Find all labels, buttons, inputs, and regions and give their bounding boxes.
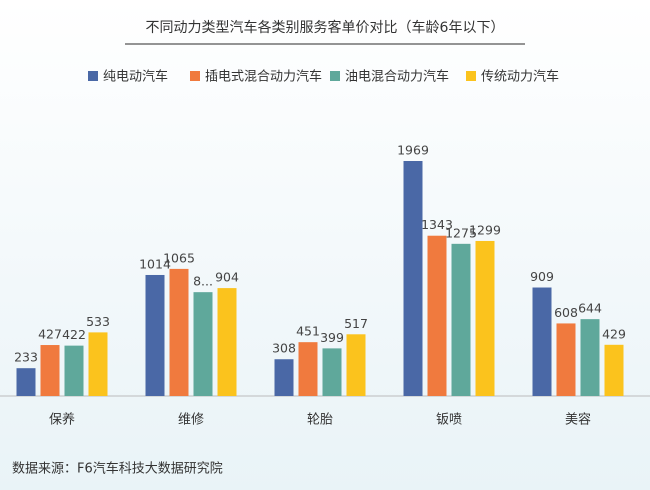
data-label: 644 (578, 301, 602, 316)
data-label: 429 (602, 326, 626, 341)
data-label: 1065 (163, 250, 195, 265)
bar (88, 332, 108, 396)
bar (64, 345, 84, 396)
data-label: 451 (296, 324, 320, 339)
data-label: 308 (272, 341, 296, 356)
bar (403, 161, 423, 396)
data-label: 427 (38, 327, 62, 342)
data-label: 1275 (445, 225, 477, 240)
x-tick-label: 维修 (178, 413, 204, 428)
bar (217, 288, 237, 396)
bar (532, 287, 552, 396)
x-tick-label: 轮胎 (307, 413, 333, 428)
legend-swatch (466, 71, 476, 81)
x-tick-label: 钣喷 (436, 413, 462, 428)
data-label: 904 (215, 270, 239, 285)
legend-swatch (88, 71, 98, 81)
bar (604, 344, 624, 396)
bar (145, 274, 165, 396)
bar (40, 345, 60, 396)
bar (427, 235, 447, 396)
legend-label: 油电混合动力汽车 (345, 69, 449, 85)
bar (274, 359, 294, 396)
data-label: 517 (344, 316, 368, 331)
data-label: 608 (554, 305, 578, 320)
bar (193, 292, 213, 396)
bar (298, 342, 318, 396)
legend-label: 传统动力汽车 (481, 69, 559, 85)
data-label: 422 (62, 327, 86, 342)
source: 数据来源：F6汽车科技大数据研究院 (12, 461, 223, 477)
data-label: 1299 (469, 222, 501, 237)
chart-title: 不同动力类型汽车各类别服务客单价对比（车龄6年以下） (146, 19, 505, 36)
legend-swatch (190, 71, 200, 81)
data-label: 1014 (139, 256, 171, 271)
x-tick-label: 美容 (565, 412, 591, 428)
bar (346, 334, 366, 396)
data-label: 1343 (421, 217, 453, 232)
bar (16, 368, 36, 396)
data-label: 1969 (397, 143, 429, 158)
legend-swatch (330, 71, 340, 81)
data-label: 233 (14, 350, 38, 365)
data-label: 8... (193, 274, 213, 289)
bar (169, 268, 189, 396)
bar (475, 240, 495, 396)
bar (322, 348, 342, 396)
data-label: 399 (320, 330, 344, 345)
data-label: 533 (86, 314, 110, 329)
bar (556, 323, 576, 396)
x-tick-label: 保养 (49, 412, 75, 428)
bar (580, 319, 600, 396)
legend-label: 插电式混合动力汽车 (205, 69, 322, 85)
legend-label: 纯电动汽车 (103, 69, 168, 85)
data-label: 909 (530, 269, 554, 284)
bar (451, 243, 471, 396)
